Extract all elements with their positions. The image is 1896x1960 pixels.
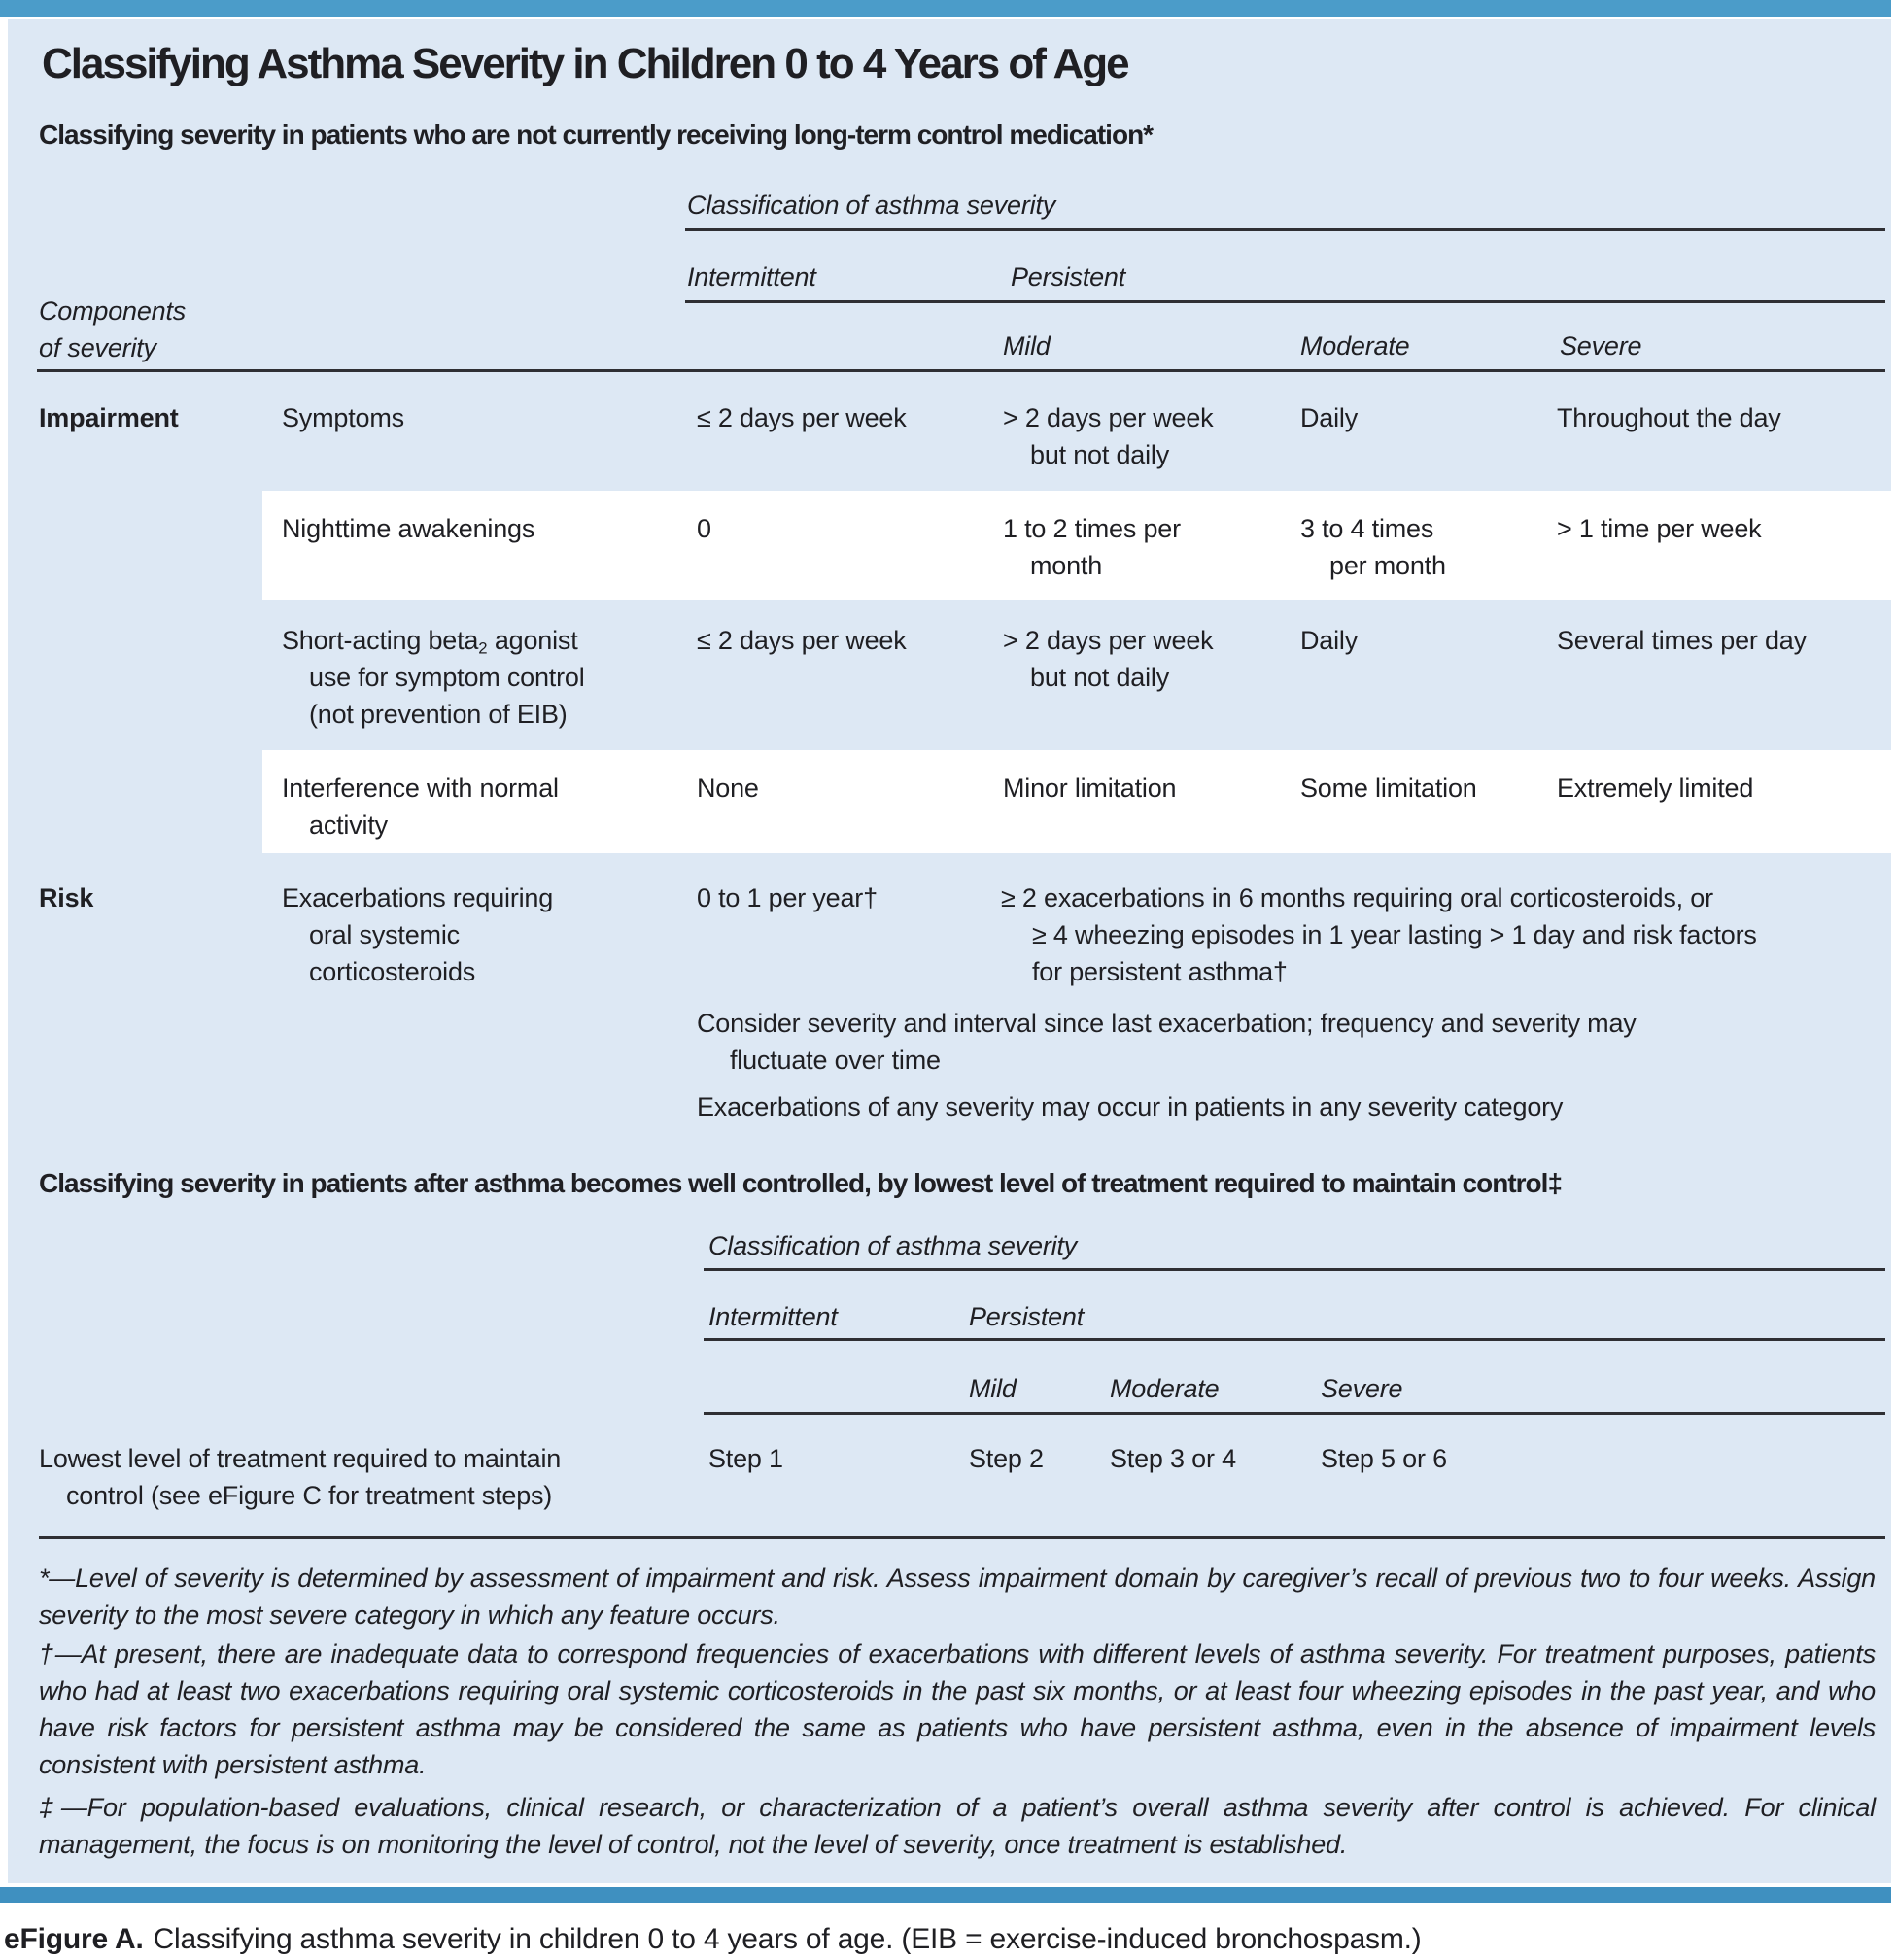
t1-night-mild-line1: 1 to 2 times per: [1003, 514, 1181, 543]
t1-saba-intermittent: ≤ 2 days per week: [697, 626, 907, 655]
figure-title: Classifying Asthma Severity in Children …: [42, 40, 1130, 87]
t2-step-severe: Step 5 or 6: [1321, 1444, 1447, 1473]
t1-night-label: Nighttime awakenings: [282, 514, 535, 543]
t1-exac-persistent-line3: for persistent asthma†: [1032, 957, 1288, 986]
t1-exac-note2: Exacerbations of any severity may occur …: [697, 1092, 1564, 1121]
t2-col-intermittent: Intermittent: [708, 1302, 838, 1331]
t1-rule-1: [685, 228, 1885, 231]
t1-exac-intermittent: 0 to 1 per year†: [697, 883, 878, 912]
t1-exac-persistent-line1: ≥ 2 exacerbations in 6 months requiring …: [1001, 883, 1713, 912]
t1-symptoms-label: Symptoms: [282, 403, 404, 432]
t1-saba-label-line3: (not prevention of EIB): [309, 700, 568, 729]
figure-caption-text: Classifying asthma severity in children …: [153, 1923, 1422, 1955]
t2-rule-1: [704, 1268, 1885, 1271]
t1-exac-persistent-line2: ≥ 4 wheezing episodes in 1 year lasting …: [1032, 920, 1757, 949]
t1-interference-severe: Extremely limited: [1557, 774, 1754, 803]
t2-row-label-line1: Lowest level of treatment required to ma…: [39, 1444, 562, 1473]
footnote-dagger: †—At present, there are inadequate data …: [39, 1639, 1876, 1779]
t1-col-moderate: Moderate: [1300, 331, 1410, 361]
t1-saba-severe: Several times per day: [1557, 626, 1807, 655]
t1-interference-label-line1: Interference with normal: [282, 774, 559, 803]
t1-night-moderate-line2: per month: [1329, 551, 1446, 580]
t1-symptoms-intermittent: ≤ 2 days per week: [697, 403, 907, 432]
t1-exac-label-line3: corticosteroids: [309, 957, 476, 986]
t1-exac-label-line2: oral systemic: [309, 920, 460, 949]
t1-exac-label-line1: Exacerbations requiring: [282, 883, 554, 912]
row-highlight-nighttime: [262, 491, 1891, 600]
t1-saba-moderate: Daily: [1300, 626, 1359, 655]
t1-saba-label-subscript: 2: [478, 638, 488, 658]
t1-rule-2: [685, 300, 1885, 303]
t1-interference-label-line2: activity: [309, 810, 388, 840]
t2-step-intermittent: Step 1: [708, 1444, 783, 1473]
t1-saba-label-line1: Short-acting beta2 agonist: [282, 622, 578, 668]
t1-saba-label-pre: Short-acting beta: [282, 626, 479, 655]
t1-night-intermittent: 0: [697, 514, 711, 543]
t1-symptoms-severe: Throughout the day: [1557, 403, 1781, 432]
t1-col-mild: Mild: [1003, 331, 1051, 361]
footnote-star: *—Level of severity is determined by ass…: [39, 1564, 1876, 1630]
section1-heading: Classifying severity in patients who are…: [39, 120, 1154, 150]
t2-row-label-line2: control (see eFigure C for treatment ste…: [66, 1481, 553, 1510]
figure-caption: eFigure A. Classifying asthma severity in…: [4, 1922, 1422, 1957]
figure-caption-label: eFigure A.: [4, 1923, 144, 1955]
t1-symptoms-mild-line2: but not daily: [1030, 440, 1169, 469]
t1-classification-header: Classification of asthma severity: [687, 190, 1056, 220]
t2-col-moderate: Moderate: [1110, 1374, 1220, 1403]
t2-step-mild: Step 2: [969, 1444, 1044, 1473]
row-highlight-interference: [262, 750, 1891, 853]
t1-col-persistent: Persistent: [1011, 262, 1126, 292]
t1-saba-mild-line2: but not daily: [1030, 663, 1169, 692]
t1-col-severe: Severe: [1560, 331, 1642, 361]
t2-classification-header: Classification of asthma severity: [708, 1231, 1078, 1260]
t1-symptoms-mild-line1: > 2 days per week: [1003, 403, 1214, 432]
t2-col-severe: Severe: [1321, 1374, 1403, 1403]
t1-interference-moderate: Some limitation: [1300, 774, 1477, 803]
t1-risk-label: Risk: [39, 883, 94, 912]
t1-exac-note1-line2: fluctuate over time: [730, 1046, 941, 1075]
footnote-double-dagger: ‡—For population-based evaluations, clin…: [39, 1793, 1876, 1859]
t1-night-mild-line2: month: [1030, 551, 1103, 580]
t1-saba-label-post: agonist: [487, 626, 578, 655]
t1-saba-label-line2: use for symptom control: [309, 663, 585, 692]
t1-night-severe: > 1 time per week: [1557, 514, 1762, 543]
t1-symptoms-moderate: Daily: [1300, 403, 1359, 432]
t1-components-label-line1: Components: [39, 296, 187, 326]
bottom-accent-bar: [0, 1887, 1891, 1903]
t1-col-intermittent: Intermittent: [687, 262, 816, 292]
t1-rule-3: [37, 369, 1885, 372]
t1-components-label-line2: of severity: [39, 333, 156, 362]
t1-impairment-label: Impairment: [39, 403, 179, 432]
t2-col-mild: Mild: [969, 1374, 1017, 1403]
t1-night-moderate-line1: 3 to 4 times: [1300, 514, 1434, 543]
figure-background-panel: [8, 19, 1891, 1883]
t2-rule-3: [704, 1412, 1885, 1415]
t2-rule-2: [704, 1338, 1885, 1341]
t2-col-persistent: Persistent: [969, 1302, 1085, 1331]
t2-step-moderate: Step 3 or 4: [1110, 1444, 1236, 1473]
t2-bottom-rule: [39, 1536, 1885, 1539]
section2-heading: Classifying severity in patients after a…: [39, 1168, 1563, 1198]
t1-exac-note1-line1: Consider severity and interval since las…: [697, 1009, 1637, 1038]
t1-interference-mild: Minor limitation: [1003, 774, 1177, 803]
t1-interference-intermittent: None: [697, 774, 759, 803]
top-accent-bar: [0, 0, 1891, 17]
t1-saba-mild-line1: > 2 days per week: [1003, 626, 1214, 655]
